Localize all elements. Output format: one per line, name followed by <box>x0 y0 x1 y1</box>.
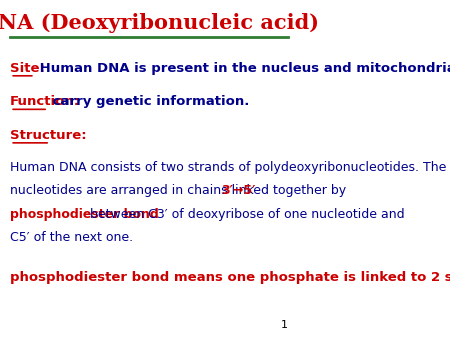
Text: between C3′ of deoxyribose of one nucleotide and: between C3′ of deoxyribose of one nucleo… <box>86 208 404 221</box>
Text: Site:: Site: <box>10 62 45 75</box>
Text: C5′ of the next one.: C5′ of the next one. <box>10 231 133 244</box>
Text: Human DNA is present in the nucleus and mitochondria.: Human DNA is present in the nucleus and … <box>35 62 450 75</box>
Text: carry genetic information.: carry genetic information. <box>48 95 249 108</box>
Text: Function:: Function: <box>10 95 81 108</box>
Text: Structure:: Structure: <box>10 129 87 142</box>
Text: Human DNA consists of two strands of polydeoxyribonucleotides. The: Human DNA consists of two strands of pol… <box>10 161 446 174</box>
Text: phosphodiester bond means one phosphate is linked to 2 sugars.: phosphodiester bond means one phosphate … <box>10 271 450 285</box>
Text: DNA (Deoxyribonucleic acid): DNA (Deoxyribonucleic acid) <box>0 13 319 33</box>
Text: phosphodiester bond: phosphodiester bond <box>10 208 159 221</box>
Text: 1: 1 <box>281 320 288 330</box>
Text: nucleotides are arranged in chains linked together by: nucleotides are arranged in chains linke… <box>10 184 354 197</box>
Text: 3′→5′: 3′→5′ <box>221 184 256 197</box>
